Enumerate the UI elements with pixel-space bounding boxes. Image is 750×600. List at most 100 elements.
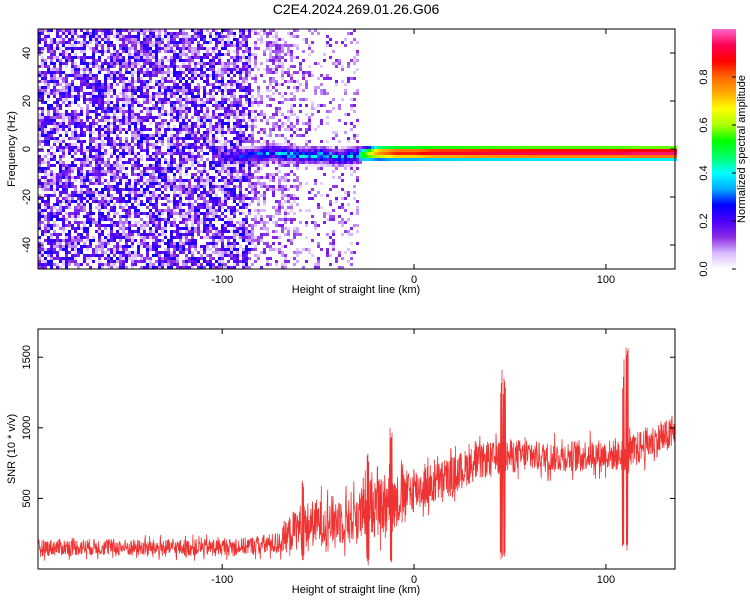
spectrogram-cell <box>47 206 50 209</box>
spectrogram-cell <box>56 242 59 245</box>
spectrogram-cell <box>71 44 74 47</box>
spectrogram-cell <box>134 119 137 122</box>
spectrogram-cell <box>197 206 200 209</box>
spectrogram-cell <box>233 206 236 209</box>
spectrogram-cell <box>149 257 152 260</box>
spectrogram-cell <box>194 158 197 161</box>
spectrogram-cell <box>221 89 224 92</box>
spectrogram-cell <box>224 185 227 188</box>
spectrogram-cell <box>206 242 209 245</box>
spectrogram-cell <box>137 209 140 212</box>
spectrogram-cell <box>239 119 242 122</box>
spectrogram-cell <box>218 146 221 149</box>
spectrogram-cell <box>230 149 233 152</box>
spectrogram-cell <box>239 200 242 203</box>
spectrogram-cell <box>191 122 194 125</box>
spectrogram-cell <box>59 164 62 167</box>
spectrogram-cell <box>179 158 182 161</box>
spectrogram-cell <box>170 161 173 164</box>
spectrogram-cell <box>314 29 317 32</box>
spectrogram-cell <box>224 131 227 134</box>
spectrogram-cell <box>170 38 173 41</box>
spectrogram-cell <box>212 239 215 242</box>
spectrogram-cell <box>161 140 164 143</box>
spectrogram-cell <box>191 29 194 32</box>
spectrogram-cell <box>230 140 233 143</box>
spectrogram-cell <box>194 122 197 125</box>
spectrogram-cell <box>101 242 104 245</box>
spectrogram-cell <box>194 77 197 80</box>
spectrogram-cell <box>260 101 263 104</box>
spectrogram-cell <box>65 77 68 80</box>
spectrogram-cell <box>41 77 44 80</box>
spectrogram-cell <box>266 32 269 35</box>
spectrogram-cell <box>179 146 182 149</box>
spectrogram-cell <box>149 167 152 170</box>
spectrogram-cell <box>173 209 176 212</box>
spectrogram-cell <box>65 134 68 137</box>
spectrogram-cell <box>50 248 53 251</box>
spectrogram-cell <box>215 80 218 83</box>
spectrogram-cell <box>272 161 275 164</box>
spectrogram-cell <box>287 206 290 209</box>
spectrogram-cell <box>122 95 125 98</box>
spectrogram-cell <box>275 71 278 74</box>
spectrogram-cell <box>215 209 218 212</box>
spectrogram-cell <box>284 98 287 101</box>
spectrogram-cell <box>242 200 245 203</box>
spectrogram-cell <box>68 197 71 200</box>
spectrogram-cell <box>134 101 137 104</box>
spectrogram-cell <box>224 83 227 86</box>
spectrogram-cell <box>209 257 212 260</box>
spectrogram-cell <box>83 41 86 44</box>
spectrogram-cell <box>41 170 44 173</box>
spectrogram-cell <box>230 107 233 110</box>
spectrogram-cell <box>86 32 89 35</box>
spectrogram-cell <box>245 92 248 95</box>
spectrogram-cell <box>218 230 221 233</box>
spectrogram-cell <box>209 83 212 86</box>
spectrogram-cell <box>83 236 86 239</box>
spectrogram-cell <box>272 71 275 74</box>
spectrogram-cell <box>116 119 119 122</box>
spectrogram-cell <box>215 146 218 149</box>
spectrogram-cell <box>41 65 44 68</box>
spectrogram-cell <box>44 143 47 146</box>
spectrogram-cell <box>200 212 203 215</box>
spectrogram-cell <box>245 188 248 191</box>
spectrogram-cell <box>134 212 137 215</box>
spectrogram-cell <box>38 89 41 92</box>
spectrogram-cell <box>89 245 92 248</box>
spectrogram-cell <box>41 59 44 62</box>
spectrogram-cell <box>260 29 263 32</box>
spectrogram-cell <box>239 158 242 161</box>
spectrogram-cell <box>281 149 284 152</box>
spectrogram-cell <box>329 38 332 41</box>
spectrogram-cell <box>329 149 332 152</box>
spectrogram-cell <box>92 74 95 77</box>
spectrogram-cell <box>71 35 74 38</box>
spectrogram-cell <box>80 146 83 149</box>
spectrogram-cell <box>182 35 185 38</box>
spectrogram-cell <box>179 143 182 146</box>
spectrogram-cell <box>107 167 110 170</box>
spectrogram-cell <box>104 83 107 86</box>
spectrogram-cell <box>326 44 329 47</box>
spectrogram-cell <box>200 32 203 35</box>
spectrogram-cell <box>317 158 320 161</box>
spectrogram-cell <box>47 200 50 203</box>
spectrogram-cell <box>212 209 215 212</box>
spectrogram-cell <box>176 128 179 131</box>
spectrogram-cell <box>41 122 44 125</box>
spectrogram-cell <box>98 215 101 218</box>
spectrogram-cell <box>173 185 176 188</box>
spectrogram-cell <box>278 44 281 47</box>
spectrogram-cell <box>278 110 281 113</box>
spectrogram-cell <box>122 56 125 59</box>
spectrogram-cell <box>104 77 107 80</box>
spectrogram-cell <box>206 41 209 44</box>
spectrogram-cell <box>131 71 134 74</box>
spectrogram-cell <box>149 221 152 224</box>
spectrogram-cell <box>239 83 242 86</box>
spectrogram-cell <box>119 251 122 254</box>
